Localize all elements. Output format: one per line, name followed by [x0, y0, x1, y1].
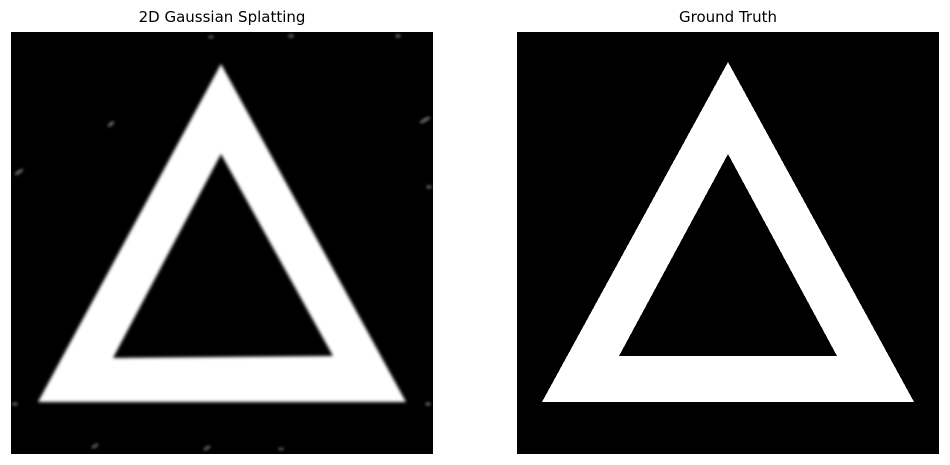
render-noise-specks: [12, 34, 432, 451]
panel-title-ground-truth: Ground Truth: [679, 8, 777, 26]
ground-truth-render: [517, 32, 939, 454]
render-triangle-shape: [38, 64, 406, 402]
ground-truth-image: [517, 32, 939, 454]
panel-title-gaussian-splatting: 2D Gaussian Splatting: [138, 8, 306, 26]
gaussian-splatting-image: [11, 32, 433, 454]
gaussian-splatting-render: [11, 32, 433, 454]
ground-truth-triangle-shape: [542, 62, 914, 402]
